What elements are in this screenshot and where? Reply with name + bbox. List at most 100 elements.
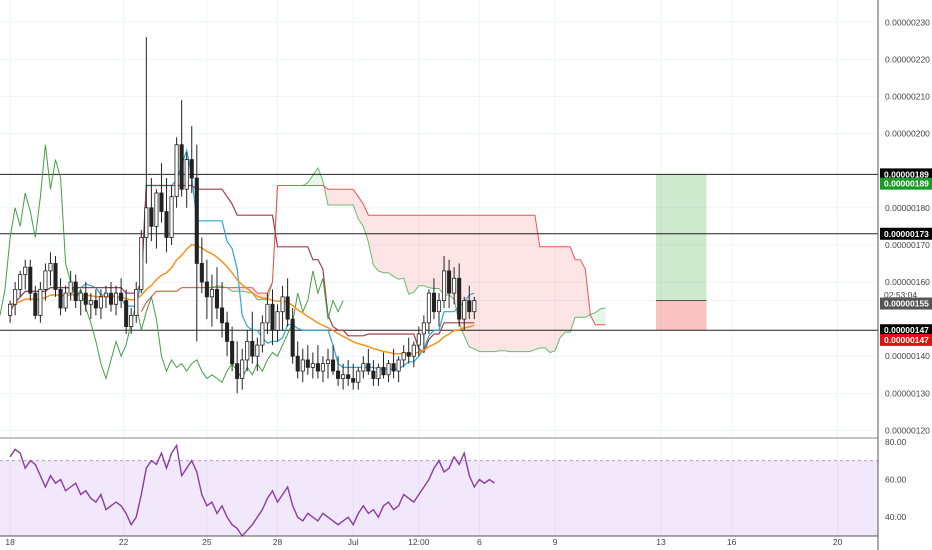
candle-down xyxy=(457,277,462,320)
rsi-line xyxy=(9,443,495,538)
candle-up xyxy=(68,281,73,294)
candle-down xyxy=(285,296,290,320)
cloud-segment xyxy=(413,215,419,293)
candle-up xyxy=(361,363,366,372)
candle-down xyxy=(124,300,129,327)
cloud-segment xyxy=(378,215,384,273)
cloud-segment xyxy=(544,246,551,353)
cloud-segment xyxy=(489,215,495,352)
candle-down xyxy=(83,292,88,305)
candle-up xyxy=(462,300,467,320)
candle-up xyxy=(396,359,401,372)
candle-down xyxy=(351,378,356,383)
price-tag-label: 0.00000189 xyxy=(884,179,929,189)
candle-down xyxy=(179,144,184,190)
price-tick-label: 0.00000170 xyxy=(885,240,930,250)
ichimoku-cloud xyxy=(140,166,606,354)
candle-down xyxy=(330,359,336,372)
cloud-segment xyxy=(398,215,404,280)
cloud-segment xyxy=(575,259,581,318)
price-tag-label: 02:53:04 xyxy=(884,290,917,300)
cloud-segment xyxy=(539,246,545,348)
cloud-segment xyxy=(312,167,318,186)
price-tick-label: 0.00000160 xyxy=(885,277,930,287)
time-tick-label: 13 xyxy=(656,537,666,547)
candle-down xyxy=(381,366,386,376)
cloud-segment xyxy=(469,215,475,349)
candle-up xyxy=(436,300,442,313)
cloud-segment xyxy=(484,215,490,352)
candle-down xyxy=(108,292,114,305)
cloud-segment xyxy=(252,287,258,300)
price-tick-label: 0.00000230 xyxy=(885,17,930,27)
cloud-segment xyxy=(353,189,359,219)
time-tick-label: Jul xyxy=(348,537,359,547)
candle-up xyxy=(255,344,260,357)
candle-up xyxy=(325,359,331,365)
candle-down xyxy=(214,289,220,309)
time-tick-label: 16 xyxy=(727,537,737,547)
candle-up xyxy=(139,237,144,290)
candle-up xyxy=(13,289,18,305)
price-tick-label: 0.00000130 xyxy=(885,388,930,398)
candle-up xyxy=(114,292,119,305)
price-tag-bg xyxy=(880,177,932,190)
price-tag-bg xyxy=(880,324,932,337)
candle-up xyxy=(154,192,159,227)
candle-down xyxy=(467,300,472,313)
candle-down xyxy=(33,292,38,316)
rsi-tick-label: 80.00 xyxy=(885,437,907,447)
candle-down xyxy=(305,359,310,368)
cloud-segment xyxy=(474,215,480,352)
cloud-segment xyxy=(428,215,434,289)
cloud-segment xyxy=(555,246,561,351)
candle-up xyxy=(472,300,477,313)
candle-down xyxy=(431,292,436,313)
senkou-span-b-line xyxy=(140,185,606,326)
cloud-segment xyxy=(504,215,510,352)
time-tick-label: 6 xyxy=(477,537,482,547)
cloud-segment xyxy=(524,215,530,352)
candle-up xyxy=(169,196,174,238)
price-tag-label: 0.00000147 xyxy=(884,335,929,345)
time-tick-label: 9 xyxy=(553,537,558,547)
candle-down xyxy=(204,281,209,298)
cloud-segment xyxy=(333,189,339,206)
cloud-segment xyxy=(514,215,520,352)
price-tag-label: 0.00000155 xyxy=(884,299,929,309)
cloud-segment xyxy=(479,215,485,352)
price-tick-label: 0.00000220 xyxy=(885,54,930,64)
candle-up xyxy=(280,296,285,313)
candle-down xyxy=(250,340,255,357)
candle-up xyxy=(18,274,23,290)
time-tick-label: 22 xyxy=(119,537,129,547)
price-tag-bg xyxy=(880,297,932,310)
cloud-segment xyxy=(509,215,515,352)
cloud-segment xyxy=(494,215,500,352)
candle-down xyxy=(336,370,341,379)
cloud-segment xyxy=(408,215,414,295)
price-tag-bg xyxy=(880,168,932,181)
candle-down xyxy=(159,192,164,212)
candle-up xyxy=(184,159,189,190)
candle-up xyxy=(426,292,431,324)
price-tag-bg xyxy=(880,333,932,346)
candle-up xyxy=(300,359,305,372)
candle-down xyxy=(119,292,124,301)
rsi-tick-label: 40.00 xyxy=(885,512,907,522)
cloud-segment xyxy=(529,215,535,352)
cloud-segment xyxy=(600,307,606,325)
candle-down xyxy=(53,263,58,290)
long-position-box[interactable] xyxy=(655,174,707,331)
price-tag-label: 0.00000147 xyxy=(884,325,929,335)
candle-up xyxy=(98,296,103,309)
cloud-segment xyxy=(433,215,439,289)
cloud-segment xyxy=(534,215,540,350)
candle-up xyxy=(376,366,381,379)
candle-up xyxy=(245,340,250,361)
candle-down xyxy=(235,363,240,379)
candlesticks xyxy=(8,37,477,394)
cloud-segment xyxy=(373,215,379,271)
cloud-segment xyxy=(383,215,389,273)
